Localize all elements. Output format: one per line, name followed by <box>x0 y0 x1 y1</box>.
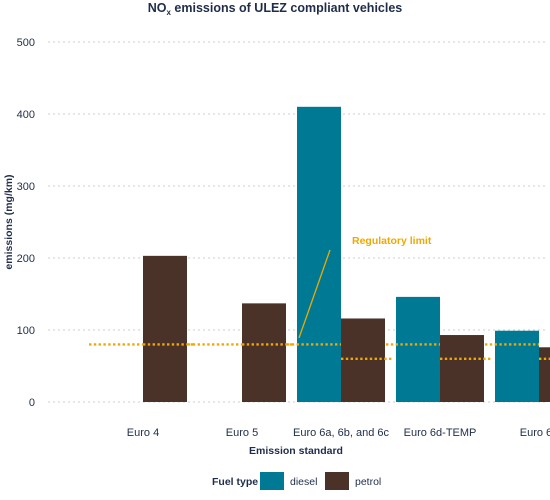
legend: Fuel type diesel petrol <box>212 472 381 490</box>
x-tick-label: Euro 6a, 6b, and 6c <box>293 427 390 439</box>
chart-title: NOx emissions of ULEZ compliant vehicles <box>148 1 403 17</box>
bar-diesel <box>396 296 440 402</box>
y-axis-ticks: 0 100 200 300 400 500 <box>17 37 35 409</box>
y-tick-label: 100 <box>17 325 35 337</box>
x-tick-label: Euro 6d <box>520 427 550 439</box>
bar-petrol <box>341 318 385 402</box>
bar-petrol <box>539 347 550 402</box>
y-tick-label: 300 <box>17 181 35 193</box>
legend-title: Fuel type <box>212 476 258 488</box>
y-tick-label: 500 <box>17 37 35 49</box>
y-axis-label: emissions (mg/km) <box>3 174 15 269</box>
bar-diesel <box>495 330 539 402</box>
x-tick-label: Euro 4 <box>127 427 159 439</box>
y-tick-label: 0 <box>29 397 35 409</box>
bar-petrol <box>242 303 286 402</box>
x-tick-label: Euro 5 <box>226 427 258 439</box>
bar-petrol <box>440 335 484 402</box>
y-tick-label: 400 <box>17 109 35 121</box>
legend-swatch-petrol <box>325 472 349 490</box>
regulatory-limit-lines <box>89 343 550 360</box>
legend-label-diesel: diesel <box>290 476 317 488</box>
x-axis-ticks: Euro 4 Euro 5 Euro 6a, 6b, and 6c Euro 6d-T… <box>127 427 550 439</box>
legend-label-petrol: petrol <box>355 476 381 488</box>
bars <box>143 106 550 403</box>
x-axis-label: Emission standard <box>249 445 343 457</box>
regulatory-limit-annotation: Regulatory limit <box>352 235 432 247</box>
y-tick-label: 200 <box>17 253 35 265</box>
bar-petrol <box>143 255 187 402</box>
x-tick-label: Euro 6d-TEMP <box>404 427 477 439</box>
legend-swatch-diesel <box>260 472 284 490</box>
regulatory-limit-pointer <box>298 249 331 339</box>
bar-diesel <box>297 106 341 403</box>
